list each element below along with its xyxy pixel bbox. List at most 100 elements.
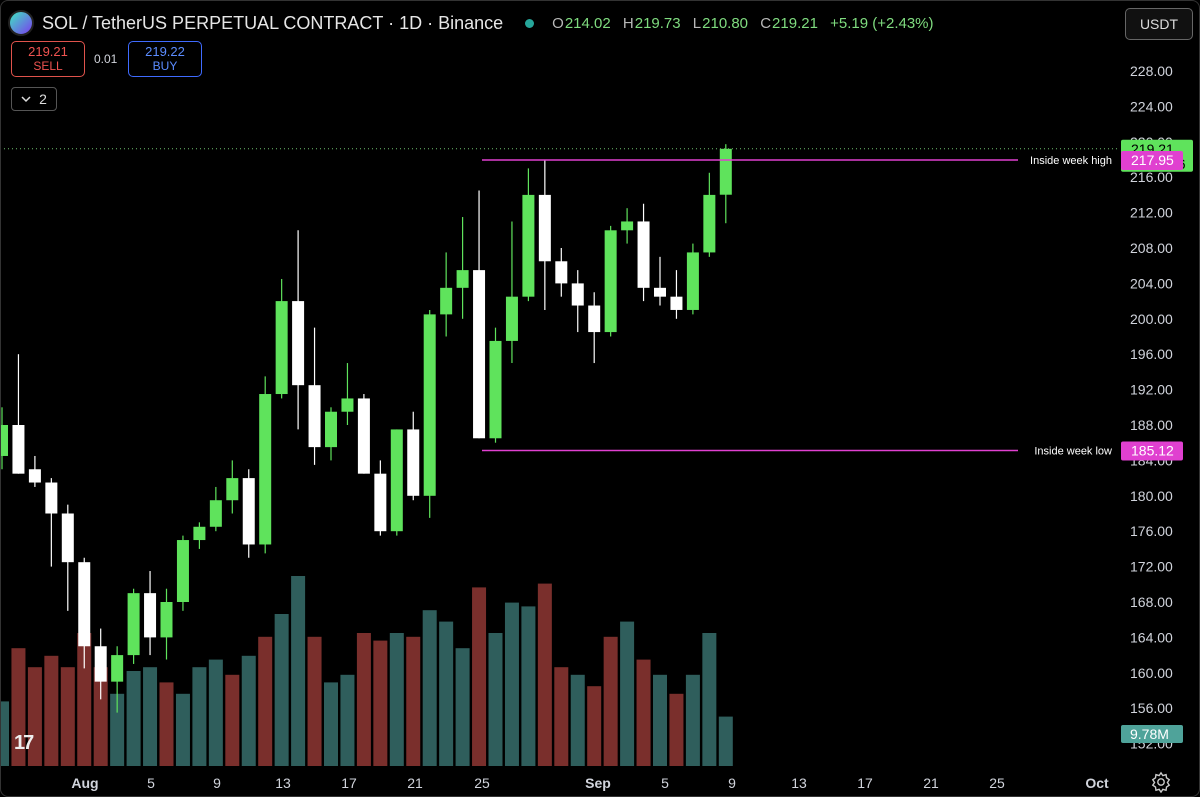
time-tick-label: 13 [791,775,807,791]
volume-bar [521,606,536,766]
volume-bar [718,716,733,766]
volume-bar [143,667,158,766]
chart-header: SOL / TetherUS PERPETUAL CONTRACT · 1D ·… [8,8,934,38]
candle-body [588,305,601,333]
sell-button[interactable]: 219.21 SELL [11,41,85,77]
time-axis: Aug 5 9 13 17 21 25 Sep 5 9 13 17 21 25 Oct [71,775,1109,791]
buy-button[interactable]: 219.22 BUY [128,41,202,77]
price-tick-label: 188.00 [1130,417,1173,433]
candle-body [522,194,535,297]
volume-bar [324,682,338,766]
price-tick-label: 172.00 [1130,559,1173,575]
spread-value: 0.01 [94,52,118,66]
candle-body [423,314,436,496]
candle-body [78,562,91,647]
open-label: O [552,14,564,32]
volume-bar [356,633,371,766]
volume-bar [669,693,684,766]
price-axis: 228.00224.00220.00216.00212.00208.00204.… [1118,48,1200,768]
candle-body [226,478,239,501]
volume-bar [77,633,92,766]
candle-body [505,296,518,341]
candle-body [654,287,666,297]
candle-body [719,148,732,195]
volume-bar [620,621,635,766]
volume-bar [685,674,700,766]
volume-bar [274,614,289,766]
candle-body [259,394,272,545]
currency-select[interactable]: USDT [1125,8,1193,40]
buy-price: 219.22 [145,44,185,59]
volume-bar [225,674,240,766]
candle-body [489,340,502,439]
buy-label: BUY [152,59,178,73]
indicators-toggle[interactable]: 2 [11,87,57,111]
price-tick-label: 156.00 [1130,700,1173,716]
time-tick-label: 13 [275,775,291,791]
volume-bar [27,667,42,766]
ohlc-values: O214.02 H219.73 L210.80 C219.21 +5.19 (+… [552,15,933,32]
price-tick-label: 164.00 [1130,629,1173,645]
volume-bar [587,686,602,766]
low-label: L [692,14,702,32]
volume-bar [554,667,569,766]
time-tick-label: 17 [857,775,873,791]
price-tick-label: 216.00 [1130,169,1173,185]
candle-body [407,429,420,496]
volume-bar [373,640,388,766]
market-status-icon [525,18,535,28]
price-tick-label: 176.00 [1130,523,1173,539]
candle-body [0,425,8,456]
candle-body [127,593,140,656]
gear-icon[interactable] [1150,771,1172,793]
candle-body [144,593,157,638]
high-value: 219.73 [634,14,681,32]
volume-pane [0,576,733,766]
volume-bar [472,587,487,766]
candle-body [292,301,305,386]
price-tick-label: 204.00 [1130,275,1173,291]
volume-bar [636,659,651,766]
symbol-title[interactable]: SOL / TetherUS PERPETUAL CONTRACT · 1D ·… [42,12,504,33]
candle-body [176,540,189,602]
level-lines: Inside week high Inside week low [0,148,1118,457]
volume-bar [110,693,125,766]
level-price-value: 185.12 [1131,442,1174,458]
level-label: Inside week low [1034,445,1112,457]
candle-body [357,398,370,474]
close-label: C [760,14,772,32]
volume-bar [504,602,519,766]
volume-bar [439,621,454,766]
candle-body [160,602,173,638]
price-tick-label: 160.00 [1130,665,1173,681]
time-tick-label: Aug [71,775,98,791]
tradingview-logo: 17 [14,732,34,754]
volume-bar [175,693,190,766]
candle-body [374,473,387,532]
close-value: 219.21 [772,14,818,32]
volume-tag [1121,725,1183,743]
volume-bar [455,648,470,766]
volume-bar [192,667,207,766]
chevron-down-icon [21,96,31,103]
candle-body [538,194,551,262]
candle-body [193,526,206,541]
candle-body [621,221,634,231]
level-price-value: 217.95 [1131,152,1174,168]
price-tick-label: 196.00 [1130,346,1173,362]
candle-body [604,230,617,333]
volume-bar [44,655,59,766]
volume-bar [0,701,9,766]
open-value: 214.02 [564,14,611,32]
time-tick-label: Sep [585,775,611,791]
time-tick-label: 21 [407,775,423,791]
price-tick-label: 200.00 [1130,311,1173,327]
price-tick-label: 208.00 [1130,240,1173,256]
price-tick-label: 168.00 [1130,594,1173,610]
candle-body [440,287,453,315]
price-tick-label: 192.00 [1130,382,1173,398]
level-price-tag [1121,150,1183,170]
candle-body [61,513,74,563]
high-label: H [622,14,634,32]
